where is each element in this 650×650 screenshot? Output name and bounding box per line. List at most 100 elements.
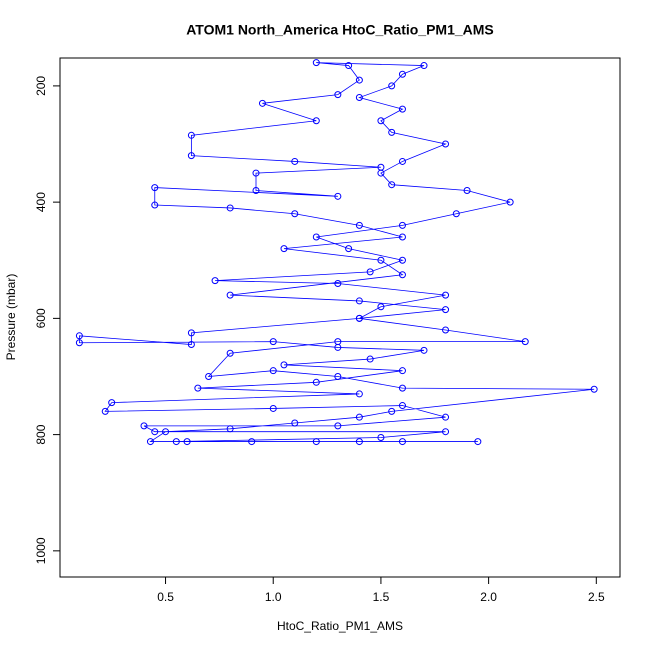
data-point bbox=[398, 271, 406, 279]
data-point bbox=[345, 62, 353, 70]
data-point bbox=[442, 413, 450, 421]
data-point bbox=[355, 314, 363, 322]
data-point bbox=[452, 210, 460, 218]
x-tick-label: 2.0 bbox=[480, 590, 497, 604]
data-point bbox=[442, 140, 450, 148]
data-point bbox=[334, 91, 342, 99]
data-point bbox=[388, 407, 396, 415]
data-point bbox=[162, 428, 170, 436]
data-point bbox=[355, 76, 363, 84]
data-point bbox=[252, 169, 260, 177]
data-point bbox=[248, 438, 256, 446]
data-point bbox=[521, 338, 529, 346]
data-point bbox=[258, 99, 266, 107]
data-point bbox=[398, 367, 406, 375]
data-point bbox=[312, 117, 320, 125]
data-point bbox=[226, 291, 234, 299]
data-point bbox=[211, 277, 219, 285]
data-point bbox=[312, 233, 320, 241]
data-point bbox=[334, 192, 342, 200]
data-point bbox=[506, 198, 514, 206]
data-point bbox=[205, 372, 213, 380]
y-tick-label: 800 bbox=[34, 424, 48, 444]
data-point bbox=[269, 338, 277, 346]
data-point bbox=[75, 332, 83, 340]
y-tick-label: 400 bbox=[34, 192, 48, 212]
data-point bbox=[398, 438, 406, 446]
data-point bbox=[398, 105, 406, 113]
data-point bbox=[355, 297, 363, 305]
data-point bbox=[269, 404, 277, 412]
data-point bbox=[151, 428, 159, 436]
data-point bbox=[398, 70, 406, 78]
x-tick-label: 1.0 bbox=[265, 590, 282, 604]
y-axis-label: Pressure (mbar) bbox=[4, 274, 18, 361]
data-point bbox=[334, 422, 342, 430]
data-point bbox=[420, 62, 428, 70]
data-point bbox=[75, 339, 83, 347]
data-point bbox=[442, 291, 450, 299]
data-point bbox=[377, 163, 385, 171]
data-point bbox=[398, 256, 406, 264]
y-tick-label: 600 bbox=[34, 308, 48, 328]
data-point bbox=[187, 341, 195, 349]
data-point bbox=[398, 221, 406, 229]
data-point bbox=[312, 59, 320, 67]
data-point bbox=[151, 184, 159, 192]
data-point bbox=[291, 419, 299, 427]
data-point bbox=[388, 82, 396, 90]
data-point bbox=[366, 268, 374, 276]
x-tick-label: 2.5 bbox=[588, 590, 605, 604]
data-point bbox=[252, 187, 260, 195]
data-point bbox=[194, 384, 202, 392]
data-point bbox=[474, 438, 482, 446]
x-tick-label: 0.5 bbox=[157, 590, 174, 604]
data-point bbox=[366, 355, 374, 363]
data-line bbox=[78, 62, 595, 442]
data-point bbox=[420, 346, 428, 354]
data-point bbox=[140, 422, 148, 430]
data-point bbox=[187, 152, 195, 160]
data-point bbox=[101, 407, 109, 415]
data-point bbox=[355, 390, 363, 398]
data-point bbox=[377, 434, 385, 442]
data-point bbox=[442, 306, 450, 314]
data-point bbox=[334, 343, 342, 351]
data-point bbox=[334, 372, 342, 380]
data-point bbox=[280, 245, 288, 253]
plot-frame bbox=[59, 57, 621, 578]
data-point bbox=[108, 399, 116, 407]
data-point bbox=[377, 117, 385, 125]
data-point bbox=[398, 157, 406, 165]
data-point bbox=[280, 361, 288, 369]
data-point bbox=[355, 413, 363, 421]
data-point bbox=[334, 280, 342, 288]
data-point bbox=[312, 378, 320, 386]
chart-title: ATOM1 North_America HtoC_Ratio_PM1_AMS bbox=[186, 22, 494, 38]
data-point bbox=[269, 367, 277, 375]
y-tick-label: 200 bbox=[34, 76, 48, 96]
data-point bbox=[388, 128, 396, 136]
data-point bbox=[442, 428, 450, 436]
data-point bbox=[442, 326, 450, 334]
data-point bbox=[398, 384, 406, 392]
data-point bbox=[398, 402, 406, 410]
data-point bbox=[398, 233, 406, 241]
data-point bbox=[183, 438, 191, 446]
data-point bbox=[291, 210, 299, 218]
x-axis-label: HtoC_Ratio_PM1_AMS bbox=[277, 619, 403, 633]
data-point bbox=[355, 94, 363, 102]
data-point bbox=[172, 438, 180, 446]
data-point bbox=[146, 438, 154, 446]
data-point bbox=[377, 303, 385, 311]
data-point bbox=[345, 245, 353, 253]
data-point bbox=[590, 385, 598, 393]
data-point bbox=[226, 204, 234, 212]
data-point bbox=[187, 131, 195, 139]
data-point bbox=[151, 201, 159, 209]
data-point bbox=[226, 349, 234, 357]
data-point bbox=[355, 438, 363, 446]
data-point bbox=[377, 256, 385, 264]
